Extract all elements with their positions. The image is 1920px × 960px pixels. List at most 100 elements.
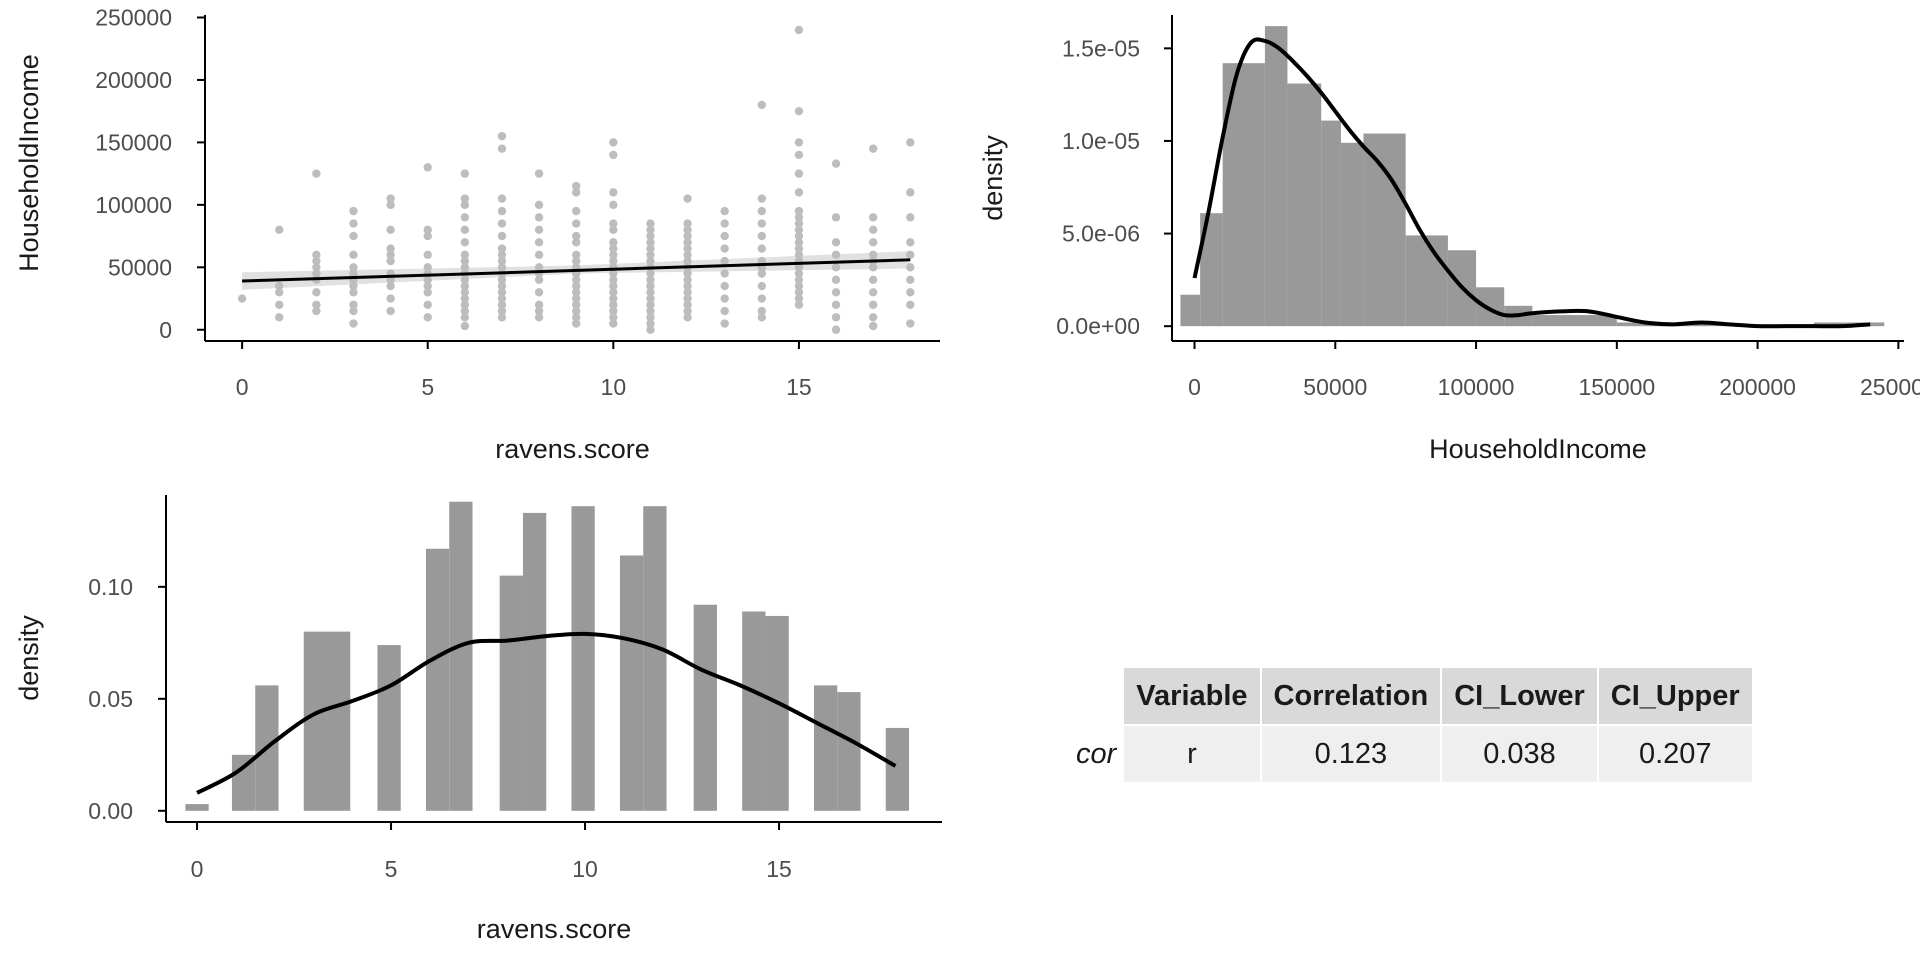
- data-point: [720, 206, 729, 216]
- data-point: [275, 300, 284, 309]
- data-point: [906, 250, 915, 260]
- data-point: [423, 281, 432, 291]
- y-tick-label: 0.00: [88, 798, 133, 824]
- data-point: [757, 313, 767, 322]
- data-point: [534, 250, 544, 260]
- data-point: [423, 313, 432, 322]
- data-point: [609, 288, 618, 297]
- data-point: [609, 256, 618, 266]
- histogram-bar: [571, 506, 595, 811]
- data-point: [534, 275, 544, 284]
- data-point: [831, 159, 841, 168]
- data-point: [646, 238, 655, 247]
- table-row: cor r 0.123 0.038 0.207: [1064, 726, 1752, 782]
- data-point: [831, 325, 841, 334]
- data-point: [646, 219, 655, 228]
- data-point: [460, 300, 470, 309]
- data-point: [831, 213, 841, 222]
- histogram-bar: [837, 692, 861, 811]
- histogram-bar: [643, 506, 667, 811]
- data-point: [831, 300, 841, 309]
- x-axis-title: HouseholdIncome: [1429, 434, 1647, 464]
- data-point: [386, 225, 395, 235]
- y-tick-label: 50000: [108, 254, 172, 280]
- data-point: [831, 263, 841, 272]
- data-point: [646, 325, 655, 334]
- data-point: [683, 250, 692, 260]
- density-curve: [196, 631, 897, 795]
- y-axis-title: HouseholdIncome: [14, 54, 44, 272]
- histogram-bar: [327, 631, 351, 811]
- histogram-1: [1180, 26, 1885, 329]
- histogram-bar: [1532, 315, 1561, 327]
- histogram-bar: [1363, 133, 1406, 327]
- data-point: [609, 200, 618, 210]
- data-point: [572, 300, 581, 309]
- x-tick-label: 250000: [1860, 374, 1920, 400]
- table-header-ci-lower: CI_Lower: [1442, 668, 1597, 724]
- data-point: [646, 244, 655, 253]
- data-point: [497, 194, 507, 203]
- data-point: [275, 313, 284, 322]
- data-point: [646, 275, 655, 284]
- data-point: [497, 263, 507, 272]
- data-point: [794, 244, 804, 253]
- data-point: [275, 288, 284, 297]
- data-point: [646, 281, 655, 291]
- data-point: [386, 256, 395, 266]
- data-point: [609, 188, 618, 197]
- data-point: [794, 106, 804, 116]
- data-point: [906, 213, 915, 222]
- data-point: [757, 269, 767, 278]
- y-tick-label: 5.0e-06: [1062, 221, 1140, 247]
- y-axis-title: density: [14, 615, 44, 701]
- data-point: [609, 281, 618, 291]
- data-point: [609, 313, 618, 322]
- data-point: [683, 294, 692, 303]
- data-point: [423, 300, 432, 309]
- data-point: [906, 238, 915, 247]
- y-axis-title: density: [978, 135, 1008, 221]
- data-point: [720, 219, 729, 228]
- data-point: [609, 275, 618, 284]
- data-point: [460, 250, 470, 260]
- data-point: [646, 319, 655, 328]
- data-point: [683, 231, 692, 241]
- histogram-bar: [1476, 287, 1505, 327]
- y-tick-label: 0.10: [88, 574, 133, 600]
- x-axis-title: ravens.score: [495, 434, 650, 464]
- data-point: [831, 250, 841, 260]
- data-point: [794, 281, 804, 291]
- data-point: [572, 219, 581, 228]
- data-point: [460, 213, 470, 222]
- data-point: [683, 306, 692, 316]
- histogram-bar: [1405, 235, 1448, 327]
- data-point: [683, 313, 692, 322]
- data-point: [349, 281, 358, 291]
- data-point: [312, 169, 321, 178]
- data-point: [794, 231, 804, 241]
- histogram-bar: [619, 555, 644, 811]
- x-tick-label: 0: [191, 856, 204, 882]
- data-point: [831, 275, 841, 284]
- histogram-bar: [765, 615, 789, 811]
- data-point: [572, 181, 581, 191]
- data-point: [794, 300, 804, 309]
- histogram-bar: [1287, 83, 1322, 327]
- data-point: [757, 194, 767, 203]
- table-header-ci-upper: CI_Upper: [1598, 668, 1752, 724]
- data-point: [423, 288, 432, 297]
- data-point: [906, 188, 915, 197]
- data-point: [868, 300, 878, 309]
- data-point: [794, 294, 804, 303]
- y-tick-label: 250000: [95, 4, 172, 30]
- table-header-variable: Variable: [1124, 668, 1260, 724]
- data-point: [349, 263, 358, 272]
- x-tick-label: 100000: [1438, 374, 1515, 400]
- data-point: [572, 256, 581, 266]
- data-point: [831, 288, 841, 297]
- table-cell-ci-upper: 0.207: [1598, 726, 1752, 782]
- histogram-bar: [449, 501, 473, 811]
- histogram-bar: [499, 575, 523, 811]
